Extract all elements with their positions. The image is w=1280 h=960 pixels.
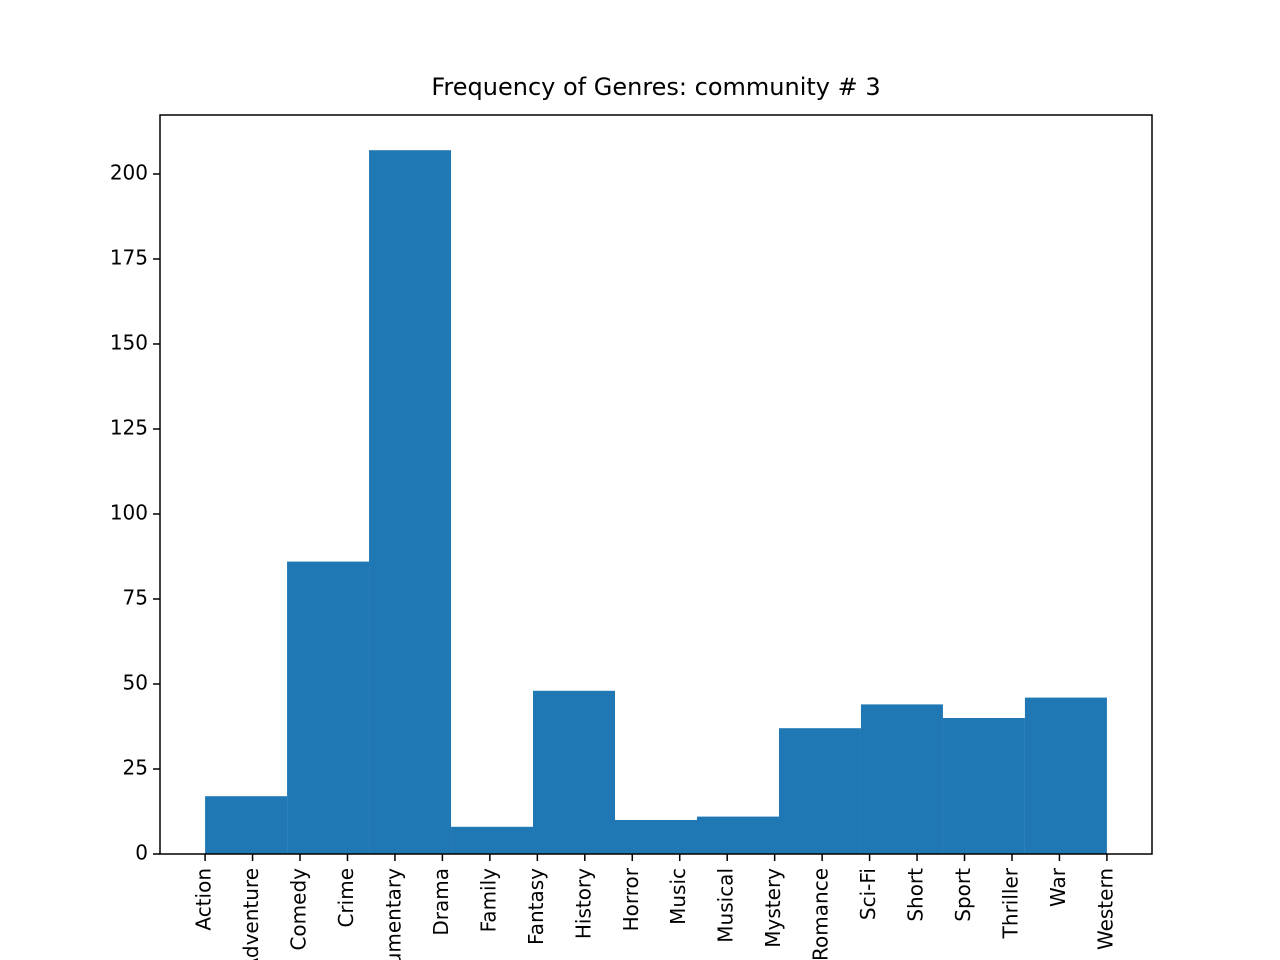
bar [778, 728, 861, 854]
y-tick-label: 175 [110, 245, 148, 269]
bar [1024, 697, 1107, 854]
bar [615, 819, 697, 854]
y-tick-label: 125 [110, 415, 148, 439]
y-tick-label: 50 [123, 670, 148, 694]
y-tick-label: 100 [110, 500, 148, 524]
x-tick-label: Fantasy [524, 868, 548, 945]
x-tick-label: Action [192, 868, 216, 931]
chart-title: Frequency of Genres: community # 3 [431, 73, 880, 101]
bar [533, 690, 616, 854]
x-tick-label: Thriller [998, 867, 1022, 939]
x-tick-label: Romance [809, 868, 833, 960]
x-tick-label: War [1046, 867, 1070, 907]
y-tick-label: 150 [110, 330, 148, 354]
x-tick-label: Comedy [287, 868, 311, 951]
y-tick-label: 75 [123, 585, 148, 609]
x-tick-label: History [571, 868, 595, 939]
x-tick-label: Documentary [381, 868, 405, 960]
bar [287, 561, 370, 854]
bar [860, 704, 943, 854]
y-tick-label: 200 [110, 160, 148, 184]
bar [942, 717, 1025, 854]
bar [369, 150, 452, 854]
y-tick-label: 0 [135, 841, 148, 865]
x-tick-label: Crime [334, 868, 358, 928]
x-tick-label: Sport [951, 868, 975, 922]
bar [205, 796, 288, 854]
y-tick-label: 25 [123, 755, 148, 779]
x-tick-label: Horror [619, 867, 643, 931]
x-tick-label: Mystery [761, 868, 785, 948]
x-tick-label: Short [904, 868, 928, 922]
x-tick-label: Family [476, 868, 500, 933]
x-tick-label: Music [666, 868, 690, 925]
bar [696, 816, 779, 854]
x-tick-label: Musical [714, 868, 738, 943]
x-tick-label: Western [1093, 868, 1117, 950]
x-tick-label: Adventure [239, 868, 263, 960]
x-tick-label: Drama [429, 868, 453, 936]
bar [451, 826, 534, 854]
x-tick-label: Sci-Fi [856, 868, 880, 920]
plot-frame [159, 114, 1153, 855]
